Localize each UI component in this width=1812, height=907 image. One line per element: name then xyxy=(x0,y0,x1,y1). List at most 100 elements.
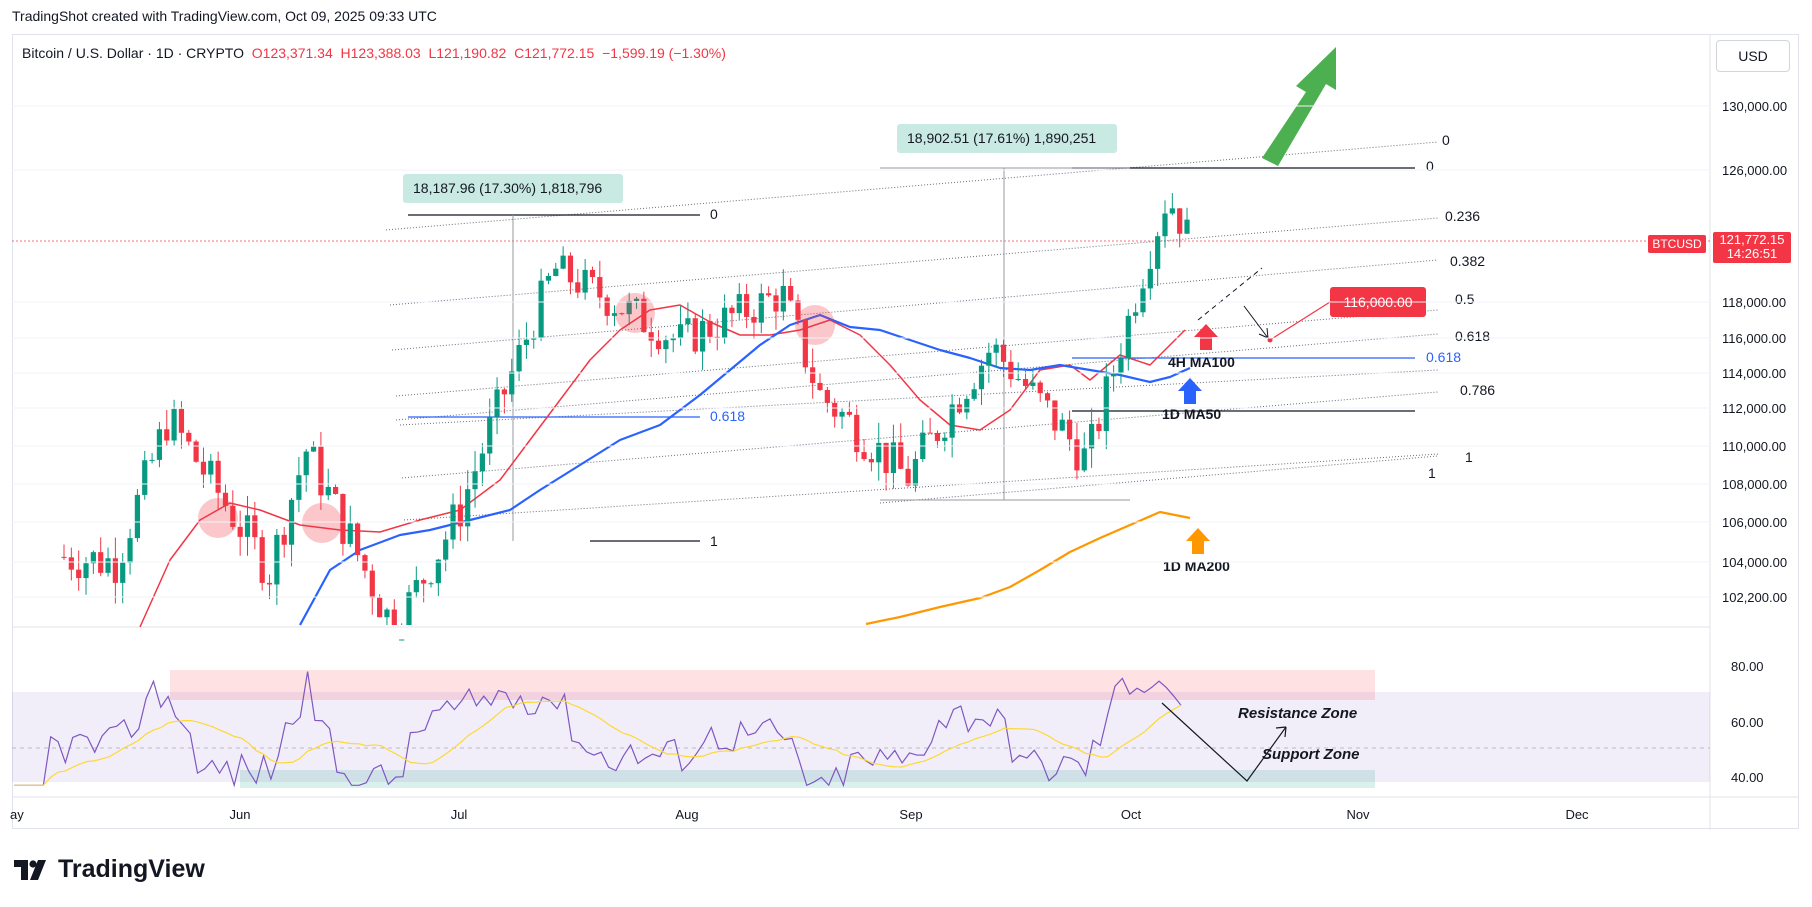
x-tick-label: Sep xyxy=(899,807,922,822)
candle-body xyxy=(1023,379,1028,386)
fib-channel-label: 1 xyxy=(1465,449,1473,465)
candle-body xyxy=(1148,269,1153,289)
candle-body xyxy=(539,281,544,338)
candle-body xyxy=(480,453,485,471)
fib-label: 0.618 xyxy=(710,408,745,424)
candle-body xyxy=(61,557,66,558)
candle-body xyxy=(568,256,573,283)
candle-body xyxy=(494,389,499,416)
candle-body xyxy=(825,390,830,403)
ma-4h-100-line xyxy=(140,305,1185,627)
candle-body xyxy=(729,308,734,313)
x-tick-label: Jul xyxy=(451,807,468,822)
candle-body xyxy=(421,580,426,583)
up-arrow-orange-icon xyxy=(1186,528,1210,554)
x-tick-label: Nov xyxy=(1346,807,1370,822)
candle-body xyxy=(906,469,911,486)
candle-body xyxy=(1074,439,1079,470)
fib-label: 0 xyxy=(710,206,718,222)
rsi-tick-label: 60.00 xyxy=(1731,715,1764,730)
candle-body xyxy=(986,353,991,366)
candle-body xyxy=(891,442,896,473)
fib-channel-label: 0.786 xyxy=(1460,382,1495,398)
candle-body xyxy=(766,293,771,295)
candle-body xyxy=(238,527,243,537)
support-zone-label: Support Zone xyxy=(1262,746,1360,763)
candle-body xyxy=(1038,383,1043,394)
cross-marker xyxy=(795,305,835,345)
projection-dashed xyxy=(1198,268,1262,320)
candle-body xyxy=(333,487,338,494)
x-tick-label: Jun xyxy=(230,807,251,822)
tradingview-icon xyxy=(14,860,50,880)
candle-body xyxy=(164,429,169,440)
fib-channel-label: 0 xyxy=(1426,158,1434,174)
bar-countdown: 14:26:51 xyxy=(1713,247,1791,261)
symbol-price-tag: BTCUSD xyxy=(1648,235,1706,253)
candle-body xyxy=(1096,424,1101,431)
candle-body xyxy=(362,555,367,571)
candle-body xyxy=(1089,424,1094,448)
candle-body xyxy=(553,269,558,276)
y-tick-label: 126,000.00 xyxy=(1722,163,1787,178)
candle-body xyxy=(964,399,969,413)
y-tick-label: 112,000.00 xyxy=(1722,401,1786,416)
y-tick-label: 108,000.00 xyxy=(1722,477,1787,492)
candle-body xyxy=(883,443,888,473)
candle-body xyxy=(186,433,191,442)
channel-line xyxy=(390,218,1438,305)
fib-channel-label: 0.236 xyxy=(1445,208,1480,224)
measurement-label: 18,902.51 (17.61%) 1,890,251 xyxy=(907,130,1096,146)
candle-body xyxy=(458,504,463,526)
candle-body xyxy=(700,321,705,352)
x-tick-label: Aug xyxy=(675,807,698,822)
candle-body xyxy=(472,471,477,489)
candle-body xyxy=(318,447,323,496)
candle-body xyxy=(216,461,221,493)
candle-body xyxy=(913,459,918,486)
candle-body xyxy=(414,580,419,592)
candle-body xyxy=(1052,400,1057,430)
candle-body xyxy=(788,286,793,300)
candle-body xyxy=(649,332,654,341)
candle-body xyxy=(348,523,353,543)
candle-body xyxy=(935,433,940,441)
rsi-tick-label: 40.00 xyxy=(1731,770,1764,785)
candle-body xyxy=(311,447,316,452)
fib-channel-label: 0.382 xyxy=(1450,253,1485,269)
projection-down xyxy=(1244,306,1268,338)
candle-body xyxy=(1060,420,1065,431)
y-tick-label: 130,000.00 xyxy=(1722,99,1787,114)
candle-body xyxy=(1008,362,1013,379)
tradingview-logo[interactable]: TradingView xyxy=(14,855,205,884)
candle-body xyxy=(847,412,852,415)
candle-body xyxy=(377,598,382,617)
candle-body xyxy=(76,570,81,578)
candle-body xyxy=(1001,345,1006,362)
candle-body xyxy=(869,459,874,462)
ma-1d-200-line xyxy=(866,512,1190,624)
rsi-tick-label: 80.00 xyxy=(1731,659,1764,674)
candle-body xyxy=(1184,220,1189,234)
ma-label: 4H MA100 xyxy=(1168,354,1235,370)
candle-body xyxy=(487,417,492,454)
candle-body xyxy=(671,338,676,340)
y-tick-label: 106,000.00 xyxy=(1722,515,1787,530)
candle-body xyxy=(282,535,287,545)
candle-body xyxy=(172,409,177,441)
candle-body xyxy=(561,256,566,269)
candle-body xyxy=(928,433,933,434)
x-tick-label: Oct xyxy=(1121,807,1142,822)
candle-body xyxy=(502,389,507,394)
channel-line xyxy=(404,454,1438,520)
candle-body xyxy=(722,308,727,339)
candle-body xyxy=(590,270,595,277)
fib-channel-label: 0.618 xyxy=(1426,349,1461,365)
candle-body xyxy=(436,560,441,584)
candle-body xyxy=(69,557,74,569)
candle-body xyxy=(685,318,690,324)
candle-body xyxy=(1133,312,1138,316)
cross-marker xyxy=(198,498,238,538)
candle-body xyxy=(1030,383,1035,386)
